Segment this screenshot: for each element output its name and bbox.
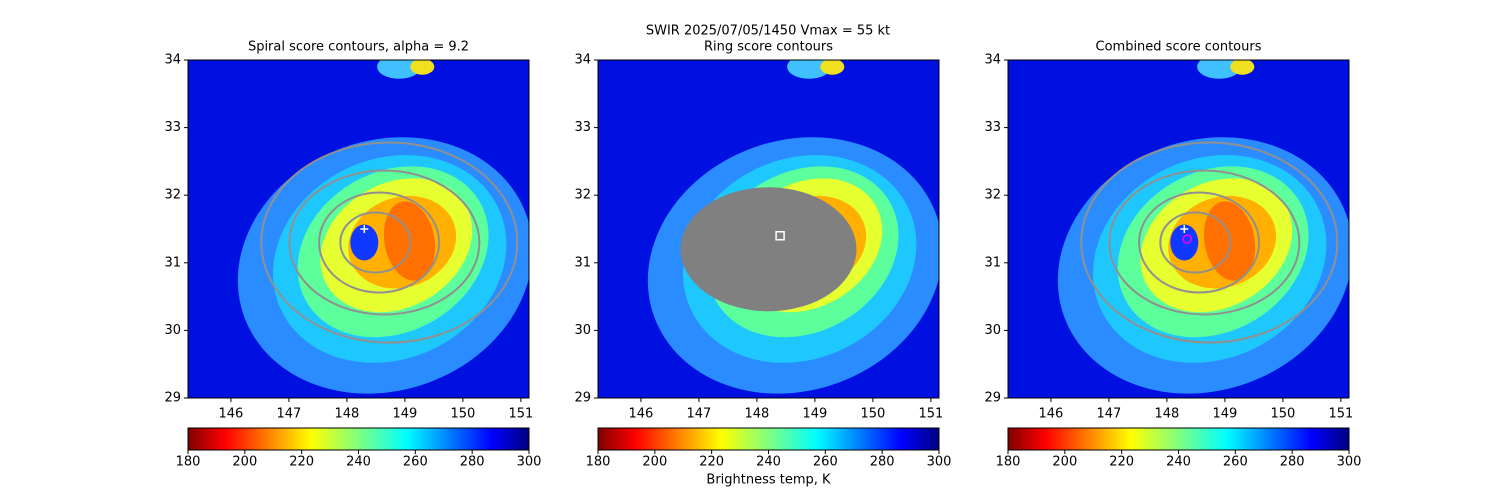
y-tick-label: 29	[574, 391, 591, 406]
contour	[288, 169, 481, 316]
colorbar	[597, 427, 940, 451]
y-tick-label: 31	[164, 255, 181, 270]
eye	[350, 224, 379, 261]
colorbar-tick-label: 220	[289, 455, 314, 470]
figure-title: SWIR 2025/07/05/1450 Vmax = 55 kt	[646, 24, 890, 39]
contour	[1108, 169, 1301, 316]
score-mask	[680, 187, 857, 312]
center-marker	[775, 231, 785, 241]
y-tick-label: 29	[164, 391, 181, 406]
colorbar-tick-label: 200	[1052, 455, 1077, 470]
colorbar-tick-label: 260	[403, 455, 428, 470]
colorbar	[187, 427, 530, 451]
x-tick-label: 147	[1096, 407, 1121, 422]
x-tick-label: 151	[508, 407, 533, 422]
y-tick-label: 32	[574, 188, 591, 203]
contour	[339, 211, 412, 274]
colorbar-tick-label: 220	[699, 455, 724, 470]
y-tick-label: 33	[984, 120, 1001, 135]
cloud-band	[377, 60, 422, 79]
y-tick-label: 31	[574, 255, 591, 270]
image	[188, 60, 529, 398]
colorbar-tick-label: 260	[813, 455, 838, 470]
cloud-band	[787, 60, 832, 79]
center-marker	[1180, 225, 1189, 233]
contour	[1159, 211, 1232, 274]
panel-title: Spiral score contours, alpha = 9.2	[248, 40, 469, 55]
colorbar-tick-label: 260	[1223, 455, 1248, 470]
center-marker	[360, 225, 369, 233]
x-tick-label: 147	[276, 407, 301, 422]
colorbar-tick-label: 180	[586, 455, 611, 470]
x-tick-label: 149	[802, 407, 827, 422]
y-tick-label: 32	[984, 188, 1001, 203]
panel-title: Combined score contours	[1096, 40, 1262, 55]
cloud-band	[1230, 60, 1255, 75]
colorbar-tick-label: 180	[996, 455, 1021, 470]
x-tick-label: 149	[1212, 407, 1237, 422]
cloud-band	[820, 60, 845, 75]
y-tick-label: 34	[984, 53, 1001, 68]
y-tick-label: 34	[574, 53, 591, 68]
colorbar-tick-label: 240	[1166, 455, 1191, 470]
colorbar-tick-label: 180	[176, 455, 201, 470]
y-tick-label: 30	[984, 323, 1001, 338]
colorbar-tick-label: 240	[346, 455, 371, 470]
x-tick-label: 148	[744, 407, 769, 422]
y-tick-label: 33	[574, 120, 591, 135]
colorbar-tick-label: 220	[1109, 455, 1134, 470]
cloud-band	[1197, 60, 1242, 79]
colorbar-tick-label: 280	[460, 455, 485, 470]
contour	[260, 141, 519, 344]
colorbar-tick-label: 280	[870, 455, 895, 470]
x-tick-label: 147	[686, 407, 711, 422]
image	[598, 60, 939, 398]
x-tick-label: 150	[860, 407, 885, 422]
plot-frame	[187, 59, 530, 399]
colorbar	[1007, 427, 1350, 451]
plot-frame	[597, 59, 940, 399]
x-tick-label: 146	[1039, 407, 1064, 422]
panel-title: Ring score contours	[704, 40, 833, 55]
x-tick-label: 146	[219, 407, 244, 422]
y-tick-label: 30	[574, 323, 591, 338]
colorbar-tick-label: 280	[1280, 455, 1305, 470]
colorbar-label: Brightness temp, K	[706, 473, 831, 488]
y-tick-label: 33	[164, 120, 181, 135]
y-tick-label: 32	[164, 188, 181, 203]
colorbar-tick-label: 200	[642, 455, 667, 470]
colorbar-tick-label: 240	[756, 455, 781, 470]
contour	[318, 191, 441, 294]
contour	[1080, 141, 1339, 344]
center-marker	[1182, 234, 1192, 244]
contour	[1138, 191, 1261, 294]
colorbar-tick-label: 300	[1337, 455, 1362, 470]
x-tick-label: 151	[918, 407, 943, 422]
y-tick-label: 29	[984, 391, 1001, 406]
x-tick-label: 148	[334, 407, 359, 422]
x-tick-label: 146	[629, 407, 654, 422]
plot-frame	[1007, 59, 1350, 399]
y-tick-label: 34	[164, 53, 181, 68]
x-tick-label: 148	[1154, 407, 1179, 422]
colorbar-tick-label: 300	[517, 455, 542, 470]
x-tick-label: 150	[1270, 407, 1295, 422]
colorbar-tick-label: 200	[232, 455, 257, 470]
y-tick-label: 31	[984, 255, 1001, 270]
x-tick-label: 150	[450, 407, 475, 422]
x-tick-label: 151	[1328, 407, 1353, 422]
image	[1008, 60, 1349, 398]
colorbar-tick-label: 300	[927, 455, 952, 470]
x-tick-label: 149	[392, 407, 417, 422]
y-tick-label: 30	[164, 323, 181, 338]
cloud-band	[410, 60, 435, 75]
